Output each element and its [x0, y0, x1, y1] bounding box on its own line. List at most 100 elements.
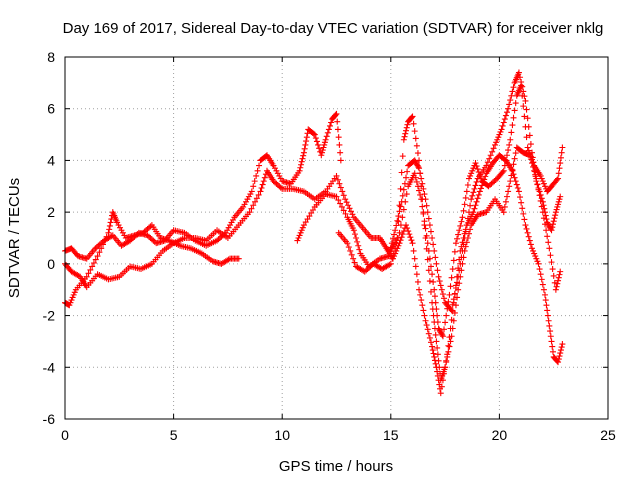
y-tick-label: 0 [47, 256, 55, 272]
data-point [552, 209, 559, 216]
data-point [332, 111, 339, 118]
data-point [506, 101, 513, 108]
data-point [546, 223, 553, 230]
data-point [354, 238, 361, 245]
data-point [423, 245, 430, 252]
data-point [548, 227, 555, 234]
data-point [261, 174, 268, 181]
data-point [403, 191, 410, 198]
data-point [387, 260, 394, 267]
data-point [438, 330, 445, 337]
data-point [549, 224, 556, 231]
data-point [533, 255, 540, 262]
x-tick-label: 5 [170, 427, 178, 443]
data-point [468, 170, 475, 177]
data-point [431, 286, 438, 293]
data-point [471, 205, 478, 212]
data-point [425, 267, 432, 274]
data-point [544, 312, 551, 319]
data-point [413, 178, 420, 185]
data-point [385, 253, 392, 260]
data-point [128, 236, 135, 243]
data-point [235, 255, 242, 262]
data-point [318, 152, 325, 159]
data-point [98, 240, 105, 247]
data-point [326, 122, 333, 129]
data-point [433, 260, 440, 267]
data-point [494, 136, 501, 143]
data-point [89, 263, 96, 270]
data-point [539, 178, 546, 185]
data-point [553, 283, 560, 290]
data-point [367, 263, 374, 270]
data-point [513, 181, 520, 188]
data-point [472, 182, 479, 189]
data-point [555, 198, 562, 205]
data-point [544, 233, 551, 240]
data-point [505, 105, 512, 112]
data-point [555, 277, 562, 284]
data-point [465, 175, 472, 182]
data-point [417, 191, 424, 198]
data-point [273, 180, 280, 187]
data-point [299, 224, 306, 231]
data-point [67, 299, 74, 306]
data-point [474, 195, 481, 202]
data-point [460, 207, 467, 214]
data-point [334, 176, 341, 183]
data-point [303, 134, 310, 141]
data-point [473, 198, 480, 205]
data-point [412, 263, 419, 270]
data-point [337, 200, 344, 207]
data-point [339, 188, 346, 195]
data-point [522, 222, 529, 229]
data-point [542, 291, 549, 298]
data-point [539, 209, 546, 216]
data-point [403, 127, 410, 134]
data-point [508, 92, 515, 99]
data-point [547, 328, 554, 335]
data-point [404, 225, 411, 232]
data-point [147, 223, 154, 230]
data-point [215, 236, 222, 243]
data-point [247, 191, 254, 198]
data-point [457, 222, 464, 229]
data-point [555, 274, 562, 281]
data-point [491, 178, 498, 185]
data-point [458, 267, 465, 274]
data-point [545, 222, 552, 229]
data-point [464, 181, 471, 188]
data-point [449, 266, 456, 273]
data-point [250, 183, 257, 190]
chart-title: Day 169 of 2017, Sidereal Day-to-day VTE… [63, 20, 604, 37]
data-point [448, 307, 455, 314]
data-point [416, 157, 423, 164]
data-point [444, 353, 451, 360]
data-point [526, 152, 533, 159]
data-point [408, 237, 415, 244]
data-point [463, 239, 470, 246]
data-point [555, 359, 562, 366]
data-point [333, 193, 340, 200]
data-point [144, 232, 151, 239]
y-tick-label: 8 [47, 49, 55, 65]
data-point [490, 145, 497, 152]
data-point [334, 118, 341, 125]
data-point [342, 210, 349, 217]
data-point [548, 338, 555, 345]
data-point [556, 165, 563, 172]
data-point [489, 148, 496, 155]
data-point [424, 256, 431, 263]
data-point [270, 162, 277, 169]
data-point [549, 266, 556, 273]
data-point [500, 167, 507, 174]
data-point [449, 325, 456, 332]
data-point [447, 283, 454, 290]
data-point [552, 286, 559, 293]
data-point [498, 126, 505, 133]
data-point [553, 176, 560, 183]
data-point [520, 210, 527, 217]
data-point [427, 263, 434, 270]
data-point [340, 207, 347, 214]
data-point [400, 186, 407, 193]
